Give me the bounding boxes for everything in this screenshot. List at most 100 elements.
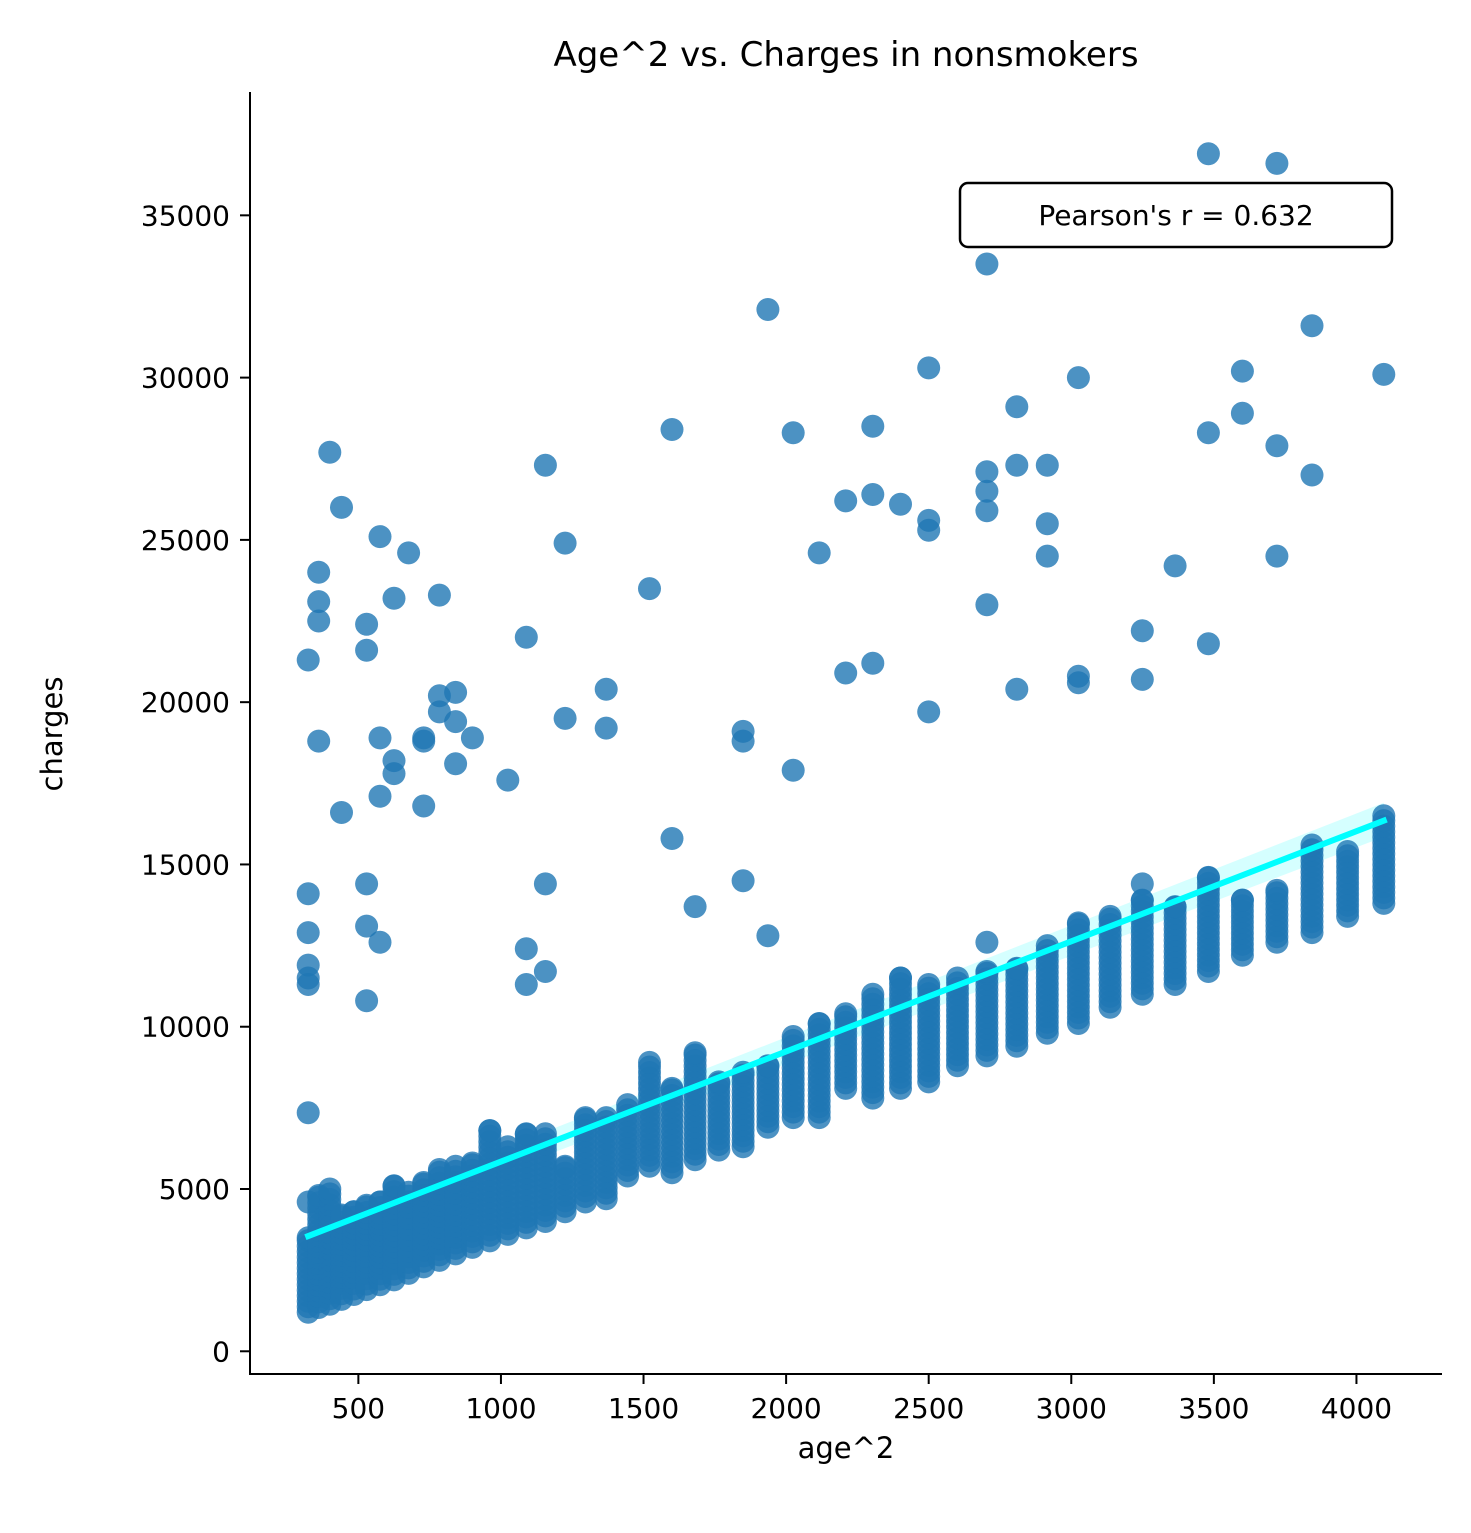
data-point: [975, 593, 999, 617]
data-point: [1066, 366, 1090, 390]
data-point: [573, 1106, 597, 1130]
x-axis-ticks: 500 1000 1500 2000 2500 3000 3500 4000: [332, 1374, 1392, 1425]
x-axis-label: age^2: [798, 1431, 895, 1465]
x-tick-label: 2000: [750, 1392, 821, 1425]
data-point: [533, 872, 557, 896]
data-point: [1230, 359, 1254, 383]
annotation-text: Pearson's r = 0.632: [1038, 199, 1313, 232]
data-point: [807, 541, 831, 565]
data-point: [975, 479, 999, 503]
data-point: [975, 252, 999, 276]
annotation-box: [958, 181, 1394, 249]
data-point: [368, 726, 392, 750]
pearson-annotation: Pearson's r = 0.632: [958, 181, 1394, 249]
y-tick-label: 5000: [159, 1173, 230, 1206]
x-tick-label: 4000: [1321, 1392, 1392, 1425]
data-point: [1265, 151, 1289, 175]
data-point: [1005, 395, 1029, 419]
data-point: [496, 768, 520, 792]
data-point: [514, 937, 538, 961]
data-point: [307, 590, 331, 614]
data-point: [1005, 677, 1029, 701]
data-point: [683, 1041, 707, 1065]
data-point: [660, 827, 684, 850]
y-tick-label: 25000: [141, 524, 230, 557]
data-point: [318, 440, 342, 464]
data-point: [889, 966, 912, 990]
y-tick-label: 20000: [141, 686, 230, 719]
data-point: [638, 1050, 661, 1074]
data-point: [330, 495, 353, 519]
data-point: [917, 518, 941, 542]
chart-title: Age^2 vs. Charges in nonsmokers: [553, 35, 1138, 75]
data-point: [861, 651, 885, 675]
data-point: [1300, 314, 1324, 338]
data-point: [917, 700, 941, 724]
data-point: [296, 648, 320, 672]
data-point: [460, 726, 484, 750]
data-point: [1196, 632, 1220, 656]
data-point: [533, 960, 557, 983]
data-point: [1196, 142, 1220, 166]
data-point: [638, 577, 661, 601]
x-tick-label: 3000: [1036, 1392, 1107, 1425]
data-point: [975, 499, 999, 523]
data-point: [382, 762, 406, 786]
y-tick-label: 10000: [141, 1011, 230, 1044]
data-point: [834, 489, 858, 513]
data-point: [975, 930, 999, 954]
data-point: [1066, 671, 1090, 695]
y-axis-ticks: 0 5000 10000 15000 20000 25000 30000 35000: [141, 199, 250, 1368]
data-point: [427, 583, 451, 607]
data-point: [382, 586, 406, 610]
data-point: [553, 1154, 577, 1178]
data-point: [368, 525, 392, 549]
data-point: [861, 982, 885, 1006]
data-point: [1005, 453, 1029, 477]
x-tick-label: 500: [332, 1392, 385, 1425]
data-point: [834, 661, 858, 685]
data-point: [1230, 401, 1254, 425]
regression-line-layer: [304, 816, 1388, 1240]
x-tick-label: 3500: [1178, 1392, 1249, 1425]
data-point: [412, 729, 436, 753]
data-point: [781, 1025, 805, 1048]
data-point: [444, 752, 468, 776]
data-point: [756, 924, 780, 948]
data-points-layer: [296, 142, 1396, 1324]
data-point: [889, 492, 912, 516]
data-point: [1035, 453, 1059, 477]
data-point: [861, 483, 885, 506]
data-point: [355, 612, 379, 636]
data-point: [781, 421, 805, 445]
data-point: [731, 729, 755, 753]
data-point: [683, 895, 707, 919]
data-point: [1265, 878, 1289, 902]
data-point: [397, 541, 421, 565]
data-point: [307, 560, 331, 584]
data-point: [1300, 463, 1324, 487]
data-point: [1196, 421, 1220, 445]
data-point: [1130, 888, 1154, 912]
data-point: [444, 680, 468, 704]
data-point: [355, 872, 379, 896]
data-point: [807, 1012, 831, 1035]
data-point: [917, 973, 941, 996]
data-point: [553, 531, 577, 555]
data-point: [296, 882, 320, 906]
data-point: [368, 930, 392, 954]
data-point: [307, 609, 331, 633]
data-point: [330, 801, 353, 824]
data-point: [1130, 667, 1154, 691]
data-point: [594, 716, 618, 740]
data-point: [514, 973, 538, 996]
data-point: [660, 418, 684, 441]
data-point: [1230, 888, 1254, 912]
y-tick-label: 35000: [141, 199, 230, 232]
data-point: [1066, 911, 1090, 935]
data-point: [1265, 544, 1289, 568]
data-point: [1372, 362, 1396, 386]
x-tick-label: 2500: [893, 1392, 964, 1425]
y-axis-label: charges: [35, 677, 69, 792]
data-point: [1130, 619, 1154, 643]
